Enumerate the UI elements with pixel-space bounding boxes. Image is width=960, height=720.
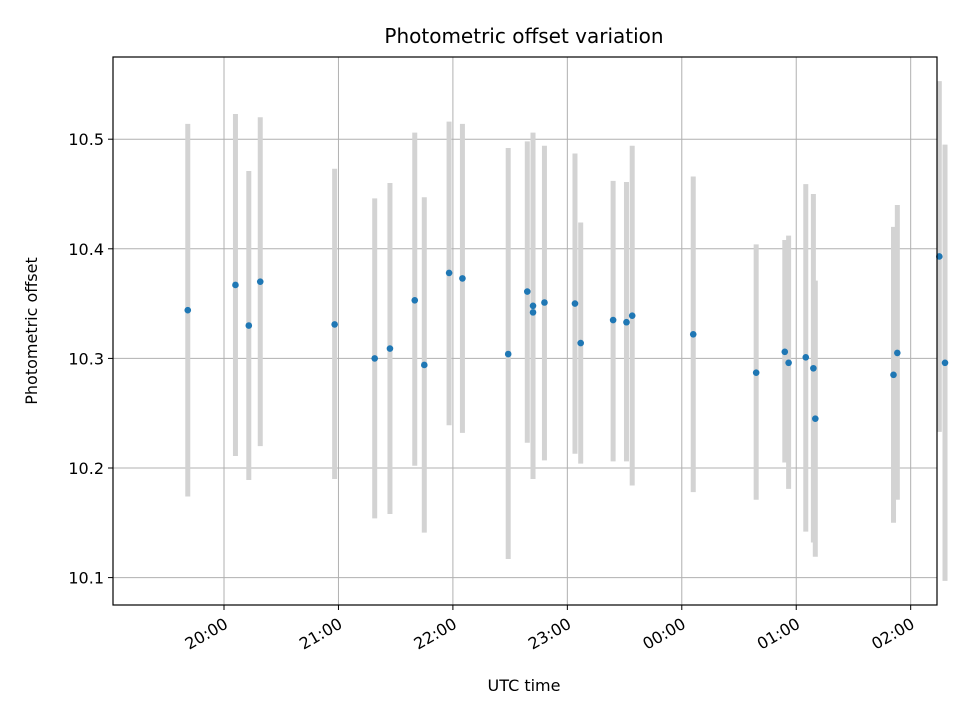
y-tick-label: 10.4 [68,240,104,259]
data-point [411,297,419,304]
plot-area-frame [112,56,938,606]
y-axis-label: Photometric offset [22,257,41,405]
y-tick-label: 10.1 [68,569,104,588]
y-tick-label: 10.5 [68,130,104,149]
data-point [371,355,378,362]
x-axis-ticks: 20:00 21:00 22:00 23:00 00:00 01:00 02:00 [182,605,918,654]
data-point [232,281,239,289]
data-point [386,345,394,352]
y-tick-label: 10.3 [68,349,104,368]
x-tick-label: 22:00 [410,614,459,654]
data-point [331,321,338,328]
data-point [810,364,817,372]
y-tick-label: 10.2 [68,459,104,478]
data-point [571,300,579,307]
data-point [245,322,253,329]
x-axis-label: UTC time [488,676,561,695]
data-point [935,253,943,260]
data-point [894,349,901,357]
y-axis-ticks: 10.1 10.2 10.3 10.4 10.5 [68,130,113,588]
chart-title: Photometric offset variation [384,24,663,48]
x-tick-label: 20:00 [182,614,231,654]
error-bars [185,81,948,581]
data-point [890,371,897,379]
data-point [802,354,810,361]
data-point [256,278,264,285]
data-point [609,316,617,324]
x-tick-label: 01:00 [754,614,803,654]
data-point [623,318,630,326]
data-point [577,339,584,347]
data-point [689,330,697,338]
data-point [529,302,537,310]
data-points [184,253,949,422]
data-point [523,288,531,295]
x-tick-label: 00:00 [639,614,688,654]
x-gridlines [223,57,912,605]
data-point [504,350,512,358]
data-point [812,415,819,422]
data-point [541,299,548,306]
data-point [459,275,466,282]
data-point [184,306,192,314]
data-point [941,359,949,367]
data-point [445,269,453,277]
data-point [781,348,789,356]
x-tick-label: 23:00 [525,614,574,654]
data-point [752,369,760,376]
data-point [628,312,636,319]
x-tick-label: 02:00 [868,614,917,654]
x-tick-label: 21:00 [296,614,345,654]
data-point [785,359,792,367]
data-point [529,309,537,316]
data-point [420,361,428,369]
